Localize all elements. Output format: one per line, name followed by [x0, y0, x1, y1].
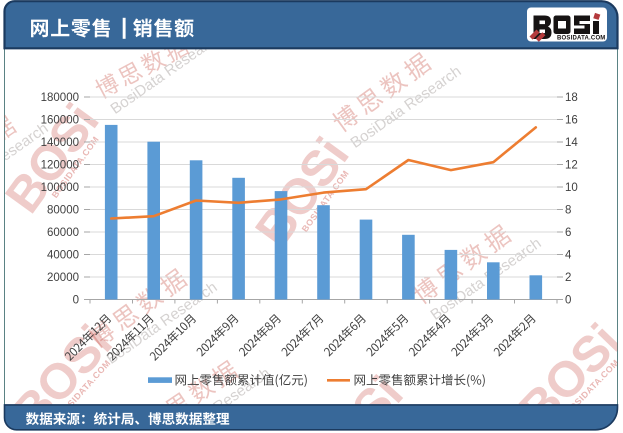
- svg-text:20000: 20000: [47, 272, 79, 284]
- svg-text:140000: 140000: [41, 137, 79, 149]
- svg-text:BOSIDATA.COM: BOSIDATA.COM: [557, 36, 606, 42]
- svg-text:16: 16: [565, 115, 578, 127]
- svg-text:100000: 100000: [41, 182, 79, 194]
- svg-text:120000: 120000: [41, 160, 79, 172]
- svg-text:12: 12: [565, 160, 578, 172]
- svg-text:6: 6: [565, 227, 571, 239]
- svg-text:2: 2: [565, 272, 571, 284]
- svg-text:18: 18: [565, 92, 578, 104]
- svg-text:40000: 40000: [47, 250, 79, 262]
- svg-text:0: 0: [73, 295, 79, 307]
- svg-text:180000: 180000: [41, 92, 79, 104]
- svg-text:10: 10: [565, 182, 578, 194]
- svg-text:80000: 80000: [47, 205, 79, 217]
- svg-text:60000: 60000: [47, 227, 79, 239]
- svg-text:14: 14: [565, 137, 578, 149]
- svg-text:0: 0: [565, 295, 571, 307]
- svg-text:4: 4: [565, 250, 572, 262]
- svg-text:160000: 160000: [41, 115, 79, 127]
- svg-text:8: 8: [565, 205, 571, 217]
